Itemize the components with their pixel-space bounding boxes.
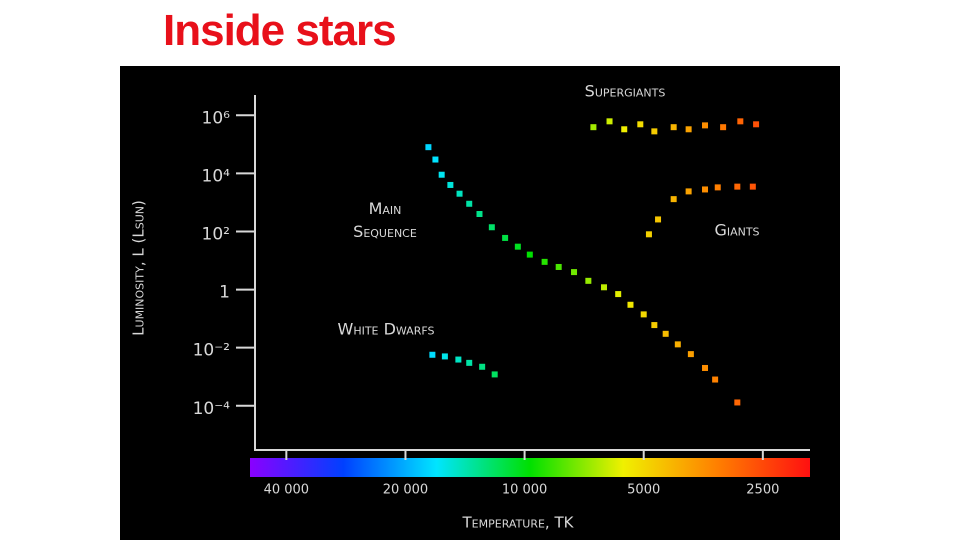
star-point (456, 190, 463, 197)
star-point (526, 251, 533, 258)
star-point (670, 196, 677, 203)
star-point (737, 118, 744, 125)
y-tick-label: 10⁶ (202, 108, 231, 128)
star-point (571, 269, 578, 276)
star-point (491, 371, 498, 378)
y-tick-label: 1 (219, 283, 230, 303)
star-point (466, 359, 473, 366)
series-label: Giants (714, 221, 759, 240)
star-point (555, 263, 562, 270)
star-point (432, 156, 439, 163)
star-point (615, 291, 622, 298)
star-point (749, 183, 756, 190)
star-point (702, 186, 709, 193)
star-point (662, 330, 669, 337)
x-axis-title: Temperature, TK (462, 514, 575, 532)
color-bar (250, 458, 810, 477)
star-point (590, 124, 597, 131)
star-point (514, 243, 521, 250)
star-point (606, 118, 613, 125)
star-point (637, 121, 644, 128)
star-point (714, 184, 721, 191)
star-point (685, 188, 692, 195)
star-point (702, 122, 709, 129)
star-point (685, 126, 692, 133)
star-point (541, 258, 548, 265)
x-tick-label: 20 000 (383, 483, 429, 498)
star-point (687, 351, 694, 358)
x-tick-label: 5000 (627, 483, 660, 498)
y-tick-label: 10⁻⁴ (193, 399, 231, 419)
y-tick-label: 10² (202, 224, 230, 244)
star-point (734, 399, 741, 406)
y-axis-title: Luminosity, L (Lsun) (130, 200, 148, 336)
x-tick-label: 2500 (746, 483, 779, 498)
y-tick-label: 10⁻² (193, 341, 230, 361)
star-point (712, 376, 719, 383)
star-point (585, 277, 592, 284)
series-label: Supergiants (585, 82, 666, 101)
star-point (645, 231, 652, 238)
star-point (447, 181, 454, 188)
x-tick-label: 10 000 (502, 483, 548, 498)
star-point (655, 216, 662, 223)
star-point (753, 121, 760, 128)
y-tick-label: 10⁴ (202, 166, 231, 186)
star-point (502, 234, 509, 241)
star-point (627, 301, 634, 308)
star-point (670, 124, 677, 131)
star-point (438, 171, 445, 178)
star-point (466, 200, 473, 207)
star-point (425, 144, 432, 151)
x-tick-label: 40 000 (264, 483, 310, 498)
star-point (702, 364, 709, 371)
star-point (720, 124, 727, 131)
star-point (488, 224, 495, 231)
star-point (441, 353, 448, 360)
slide-title: Inside stars (163, 6, 397, 55)
star-point (455, 356, 462, 363)
star-point (651, 128, 658, 135)
star-point (651, 322, 658, 329)
star-point (734, 183, 741, 190)
star-point (476, 211, 483, 218)
series-label: Main Sequence (353, 199, 417, 241)
star-point (429, 351, 436, 358)
star-point (621, 126, 628, 133)
star-point (600, 284, 607, 291)
star-point (479, 363, 486, 370)
star-point (640, 311, 647, 318)
star-point (674, 341, 681, 348)
series-label: White Dwarfs (338, 320, 435, 339)
